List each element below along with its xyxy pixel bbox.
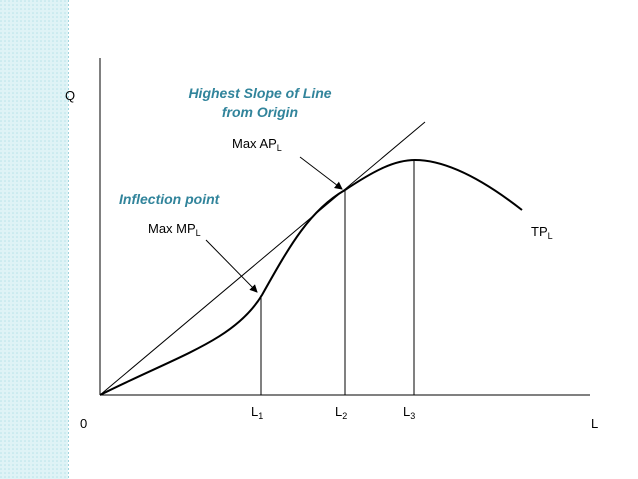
label-text: L <box>251 404 258 419</box>
label-text: Max AP <box>232 136 277 151</box>
label-sub: 2 <box>342 411 347 421</box>
label-sub: 3 <box>410 411 415 421</box>
label-text: L <box>335 404 342 419</box>
annotation: Inflection point <box>119 191 221 207</box>
label-text: TP <box>531 224 548 239</box>
x-mark-label: L3 <box>403 404 415 421</box>
annotation: Max MPL <box>148 221 201 238</box>
annotation: Max APL <box>232 136 282 153</box>
y-axis-label: Q <box>65 88 75 103</box>
arrow <box>205 239 258 293</box>
x-mark-label: L2 <box>335 404 347 421</box>
arrow <box>299 156 343 190</box>
annotation: Highest Slope of Line <box>188 85 331 101</box>
x-axis-label: L <box>591 416 598 431</box>
tp-curve <box>99 158 523 396</box>
side-strip <box>0 0 68 479</box>
label-sub: 1 <box>258 411 263 421</box>
label-sub: L <box>548 231 553 241</box>
label-text: L <box>403 404 410 419</box>
label-sub: L <box>196 228 201 238</box>
ray-from-origin <box>99 121 426 396</box>
label-sub: L <box>277 143 282 153</box>
curve-label: TPL <box>531 224 553 241</box>
annotation: from Origin <box>222 104 298 120</box>
x-mark-label: L1 <box>251 404 263 421</box>
label-text: Max MP <box>148 221 196 236</box>
origin-label: 0 <box>80 416 87 431</box>
